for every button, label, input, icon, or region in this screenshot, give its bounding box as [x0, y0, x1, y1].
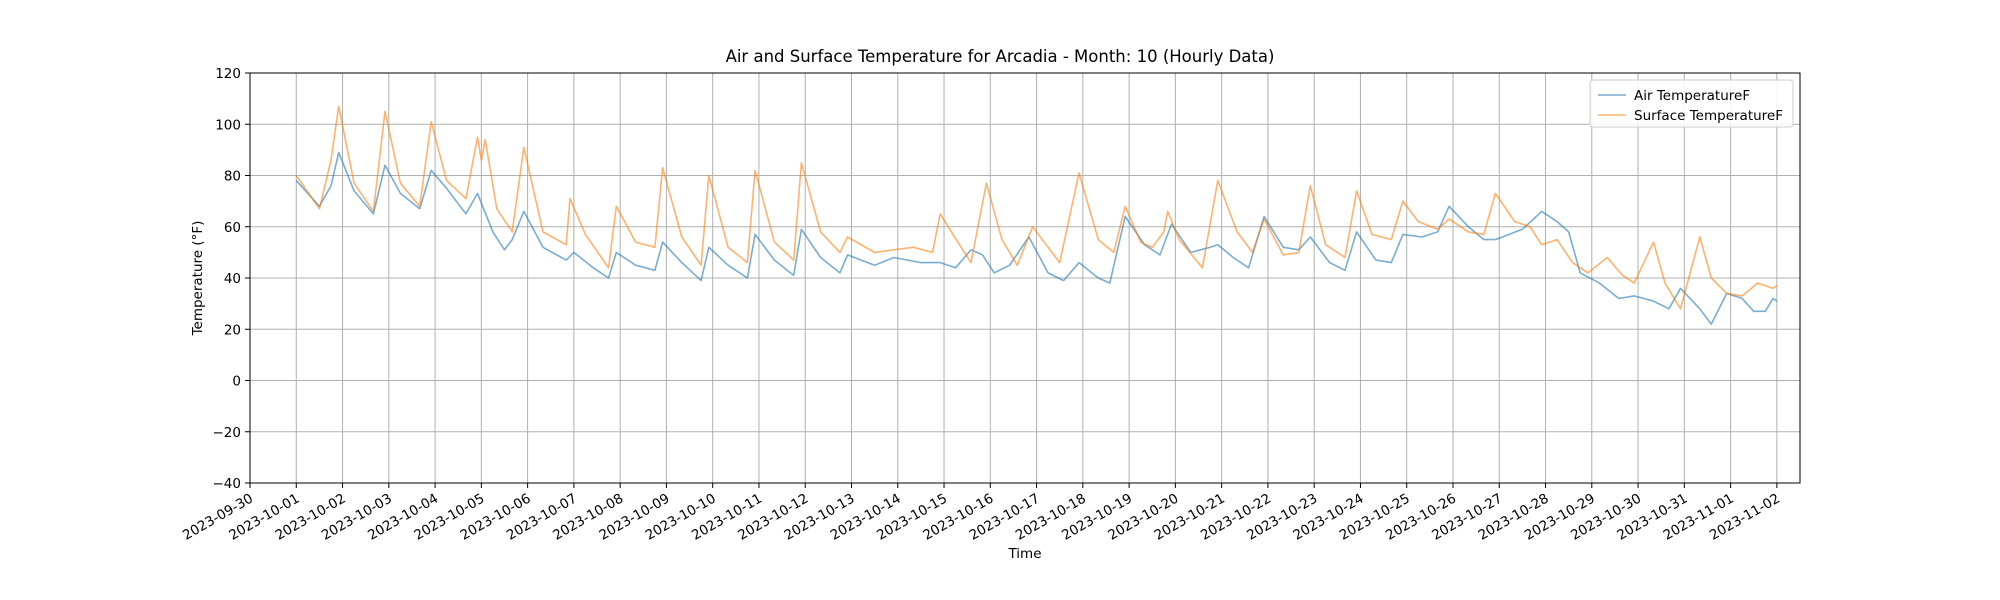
y-tick-label: −40 — [213, 476, 242, 492]
x-axis-label: Time — [1007, 546, 1041, 562]
y-tick-label: 0 — [232, 374, 241, 390]
y-tick-label: 80 — [224, 169, 241, 185]
y-tick-label: 40 — [224, 271, 241, 287]
y-tick-label: 60 — [224, 220, 241, 236]
series-lines — [295, 105, 1778, 325]
legend-label-1: Surface TemperatureF — [1634, 108, 1783, 124]
legend-box — [1589, 79, 1794, 128]
y-axis: −40 −20 0 20 40 60 80 100 120 — [213, 66, 250, 492]
y-tick-label: 20 — [224, 322, 241, 338]
y-tick-label: 100 — [215, 117, 241, 133]
legend: Air TemperatureF Surface TemperatureF — [1589, 79, 1794, 128]
y-axis-label: Temperature (°F) — [190, 221, 206, 337]
y-tick-label: 120 — [215, 66, 241, 82]
chart-title: Air and Surface Temperature for Arcadia … — [726, 47, 1275, 66]
legend-label-0: Air TemperatureF — [1634, 88, 1750, 104]
series-line-0 — [295, 151, 1778, 325]
y-tick-label: −20 — [213, 425, 242, 441]
series-line-1 — [295, 105, 1778, 310]
